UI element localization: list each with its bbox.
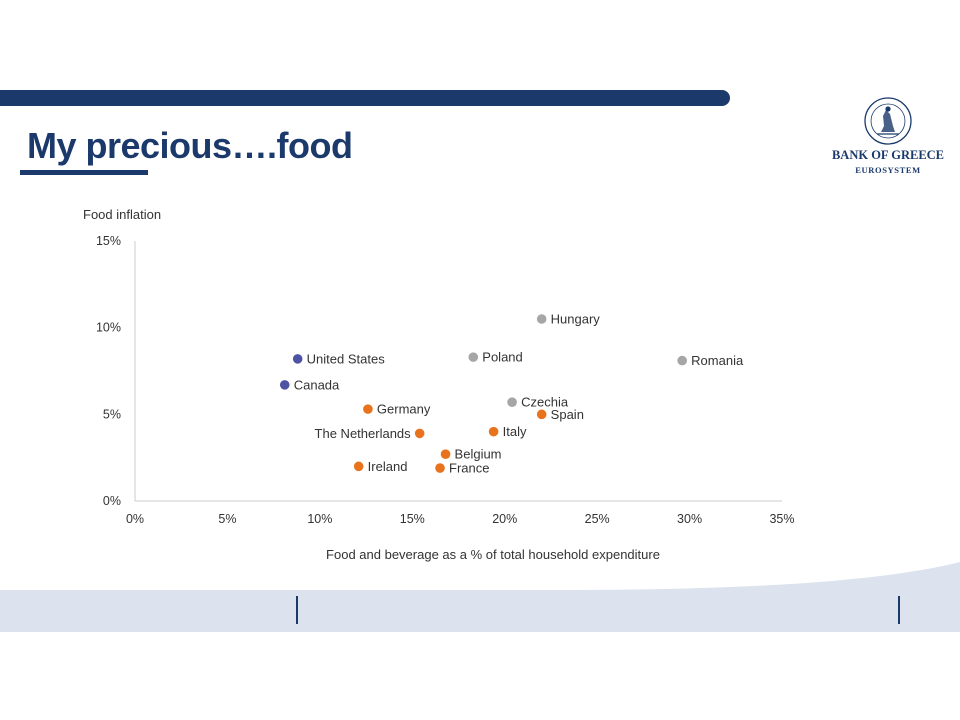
- data-point: [468, 352, 479, 362]
- data-point: [363, 404, 373, 414]
- point-label: Romania: [691, 353, 744, 368]
- footer-band: [0, 562, 960, 632]
- data-point: [414, 428, 425, 439]
- x-tick-label: 0%: [126, 512, 144, 526]
- data-point: [435, 463, 445, 473]
- data-point: [536, 409, 547, 420]
- point-label: Belgium: [455, 447, 502, 462]
- scatter-chart: Food inflation Food and beverage as a % …: [83, 207, 795, 562]
- y-tick-label: 15%: [96, 234, 121, 248]
- y-tick-label: 5%: [103, 407, 121, 421]
- y-tick-label: 0%: [103, 494, 121, 508]
- data-point: [279, 380, 290, 390]
- point-label: Germany: [377, 402, 431, 417]
- point-label: France: [449, 461, 489, 476]
- data-point: [536, 314, 547, 324]
- data-point: [353, 461, 364, 472]
- bank-name: BANK OF GREECE: [831, 148, 945, 162]
- bank-logo: BANK OF GREECE EUROSYSTEM: [828, 96, 948, 180]
- data-point: [677, 355, 687, 366]
- data-point: [507, 397, 517, 407]
- point-label: Hungary: [551, 312, 601, 327]
- data-point: [440, 449, 451, 459]
- x-tick-label: 20%: [492, 512, 517, 526]
- y-axis-title: Food inflation: [83, 207, 161, 222]
- point-label: Spain: [551, 407, 584, 422]
- x-tick-label: 30%: [677, 512, 702, 526]
- bank-subtitle: EUROSYSTEM: [855, 165, 921, 175]
- point-label: The Netherlands: [315, 426, 412, 441]
- point-label: Ireland: [368, 459, 408, 474]
- y-tick-label: 10%: [96, 321, 121, 335]
- point-label: Italy: [503, 424, 527, 439]
- point-label: Canada: [294, 377, 340, 392]
- x-tick-label: 25%: [585, 512, 610, 526]
- x-axis-title: Food and beverage as a % of total househ…: [326, 547, 660, 562]
- x-tick-label: 5%: [218, 512, 236, 526]
- data-point: [292, 354, 303, 364]
- point-label: Czechia: [521, 395, 569, 410]
- seal-icon: [864, 97, 912, 145]
- point-label: United States: [307, 351, 386, 366]
- x-tick-label: 15%: [400, 512, 425, 526]
- point-label: Poland: [482, 350, 522, 365]
- title-underline: [20, 170, 148, 175]
- header-band: [0, 90, 730, 106]
- x-tick-label: 10%: [307, 512, 332, 526]
- page-title: My precious….food: [27, 125, 353, 166]
- data-point: [488, 426, 499, 437]
- x-tick-label: 35%: [769, 512, 794, 526]
